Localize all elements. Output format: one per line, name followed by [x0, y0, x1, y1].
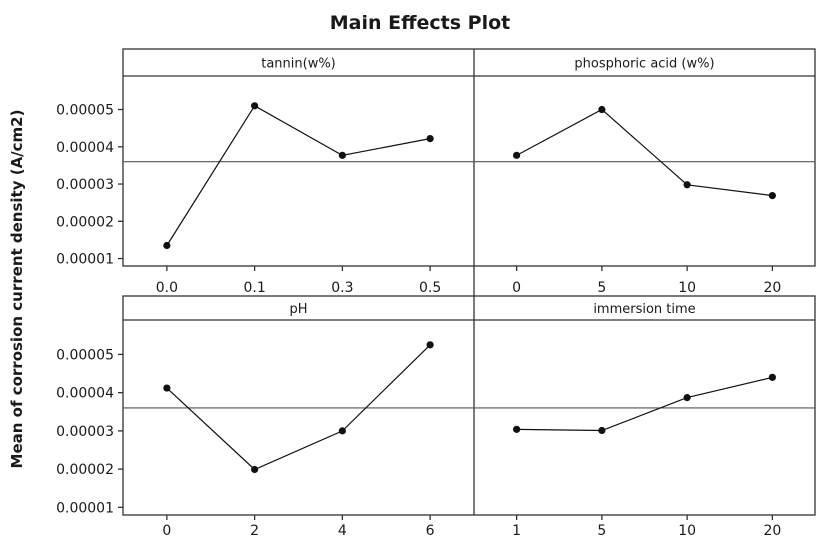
x-tick-label: 0.5: [419, 280, 441, 296]
x-tick-label: 20: [763, 523, 781, 539]
y-tick-label: 0.00001: [56, 252, 114, 268]
x-tick-label: 10: [678, 280, 696, 296]
panel-frame-top-row: [122, 48, 816, 267]
data-point: [163, 384, 171, 392]
panel-title: immersion time: [593, 302, 695, 317]
panel-title: pH: [289, 302, 307, 317]
data-point: [251, 102, 259, 110]
x-tick-label: 0.0: [156, 280, 178, 296]
x-tick-label: 0: [512, 280, 521, 296]
data-point: [513, 151, 521, 159]
data-point: [338, 427, 346, 435]
x-tick-label: 4: [338, 523, 347, 539]
data-point: [683, 181, 691, 189]
series-line: [516, 376, 773, 432]
data-point: [163, 241, 171, 250]
data-point: [426, 134, 434, 143]
x-tick-label: 10: [678, 523, 696, 539]
series-line: [166, 104, 431, 246]
x-tick-label: 5: [597, 280, 606, 296]
series-line: [516, 108, 773, 197]
x-tick-label: 20: [763, 280, 781, 296]
y-tick-label: 0.00005: [56, 347, 114, 363]
x-tick-label: 1: [512, 523, 521, 539]
x-tick-label: 5: [597, 523, 606, 539]
data-point: [598, 105, 606, 114]
data-point: [338, 151, 346, 159]
y-tick-label: 0.00003: [56, 177, 114, 193]
series-line: [166, 344, 431, 471]
data-point: [513, 425, 521, 433]
chart-plot-area: 0.000010.000020.000030.000040.000050.000…: [56, 48, 816, 539]
y-tick-label: 0.00002: [56, 462, 114, 478]
data-point: [598, 426, 606, 435]
chart-title: Main Effects Plot: [330, 12, 510, 34]
y-tick-label: 0.00004: [56, 386, 114, 402]
y-tick-label: 0.00001: [56, 500, 114, 516]
panel-title: phosphoric acid (w%): [574, 57, 714, 72]
x-tick-label: 0.3: [331, 280, 353, 296]
y-tick-label: 0.00005: [56, 103, 114, 119]
y-tick-label: 0.00002: [56, 214, 114, 230]
x-tick-label: 0.1: [243, 280, 265, 296]
data-point: [768, 191, 776, 200]
data-point: [426, 341, 434, 349]
x-tick-label: 2: [250, 523, 259, 539]
x-tick-label: 6: [426, 523, 435, 539]
y-tick-label: 0.00004: [56, 140, 114, 156]
data-point: [768, 373, 776, 381]
x-tick-label: 0: [162, 523, 171, 539]
y-axis-label: Mean of corrosion current density (A/cm2…: [8, 110, 26, 469]
panel-frame-bottom-row: [122, 295, 816, 516]
data-point: [683, 394, 691, 402]
y-tick-label: 0.00003: [56, 424, 114, 440]
data-point: [251, 465, 259, 474]
panel-title: tannin(w%): [261, 57, 336, 72]
